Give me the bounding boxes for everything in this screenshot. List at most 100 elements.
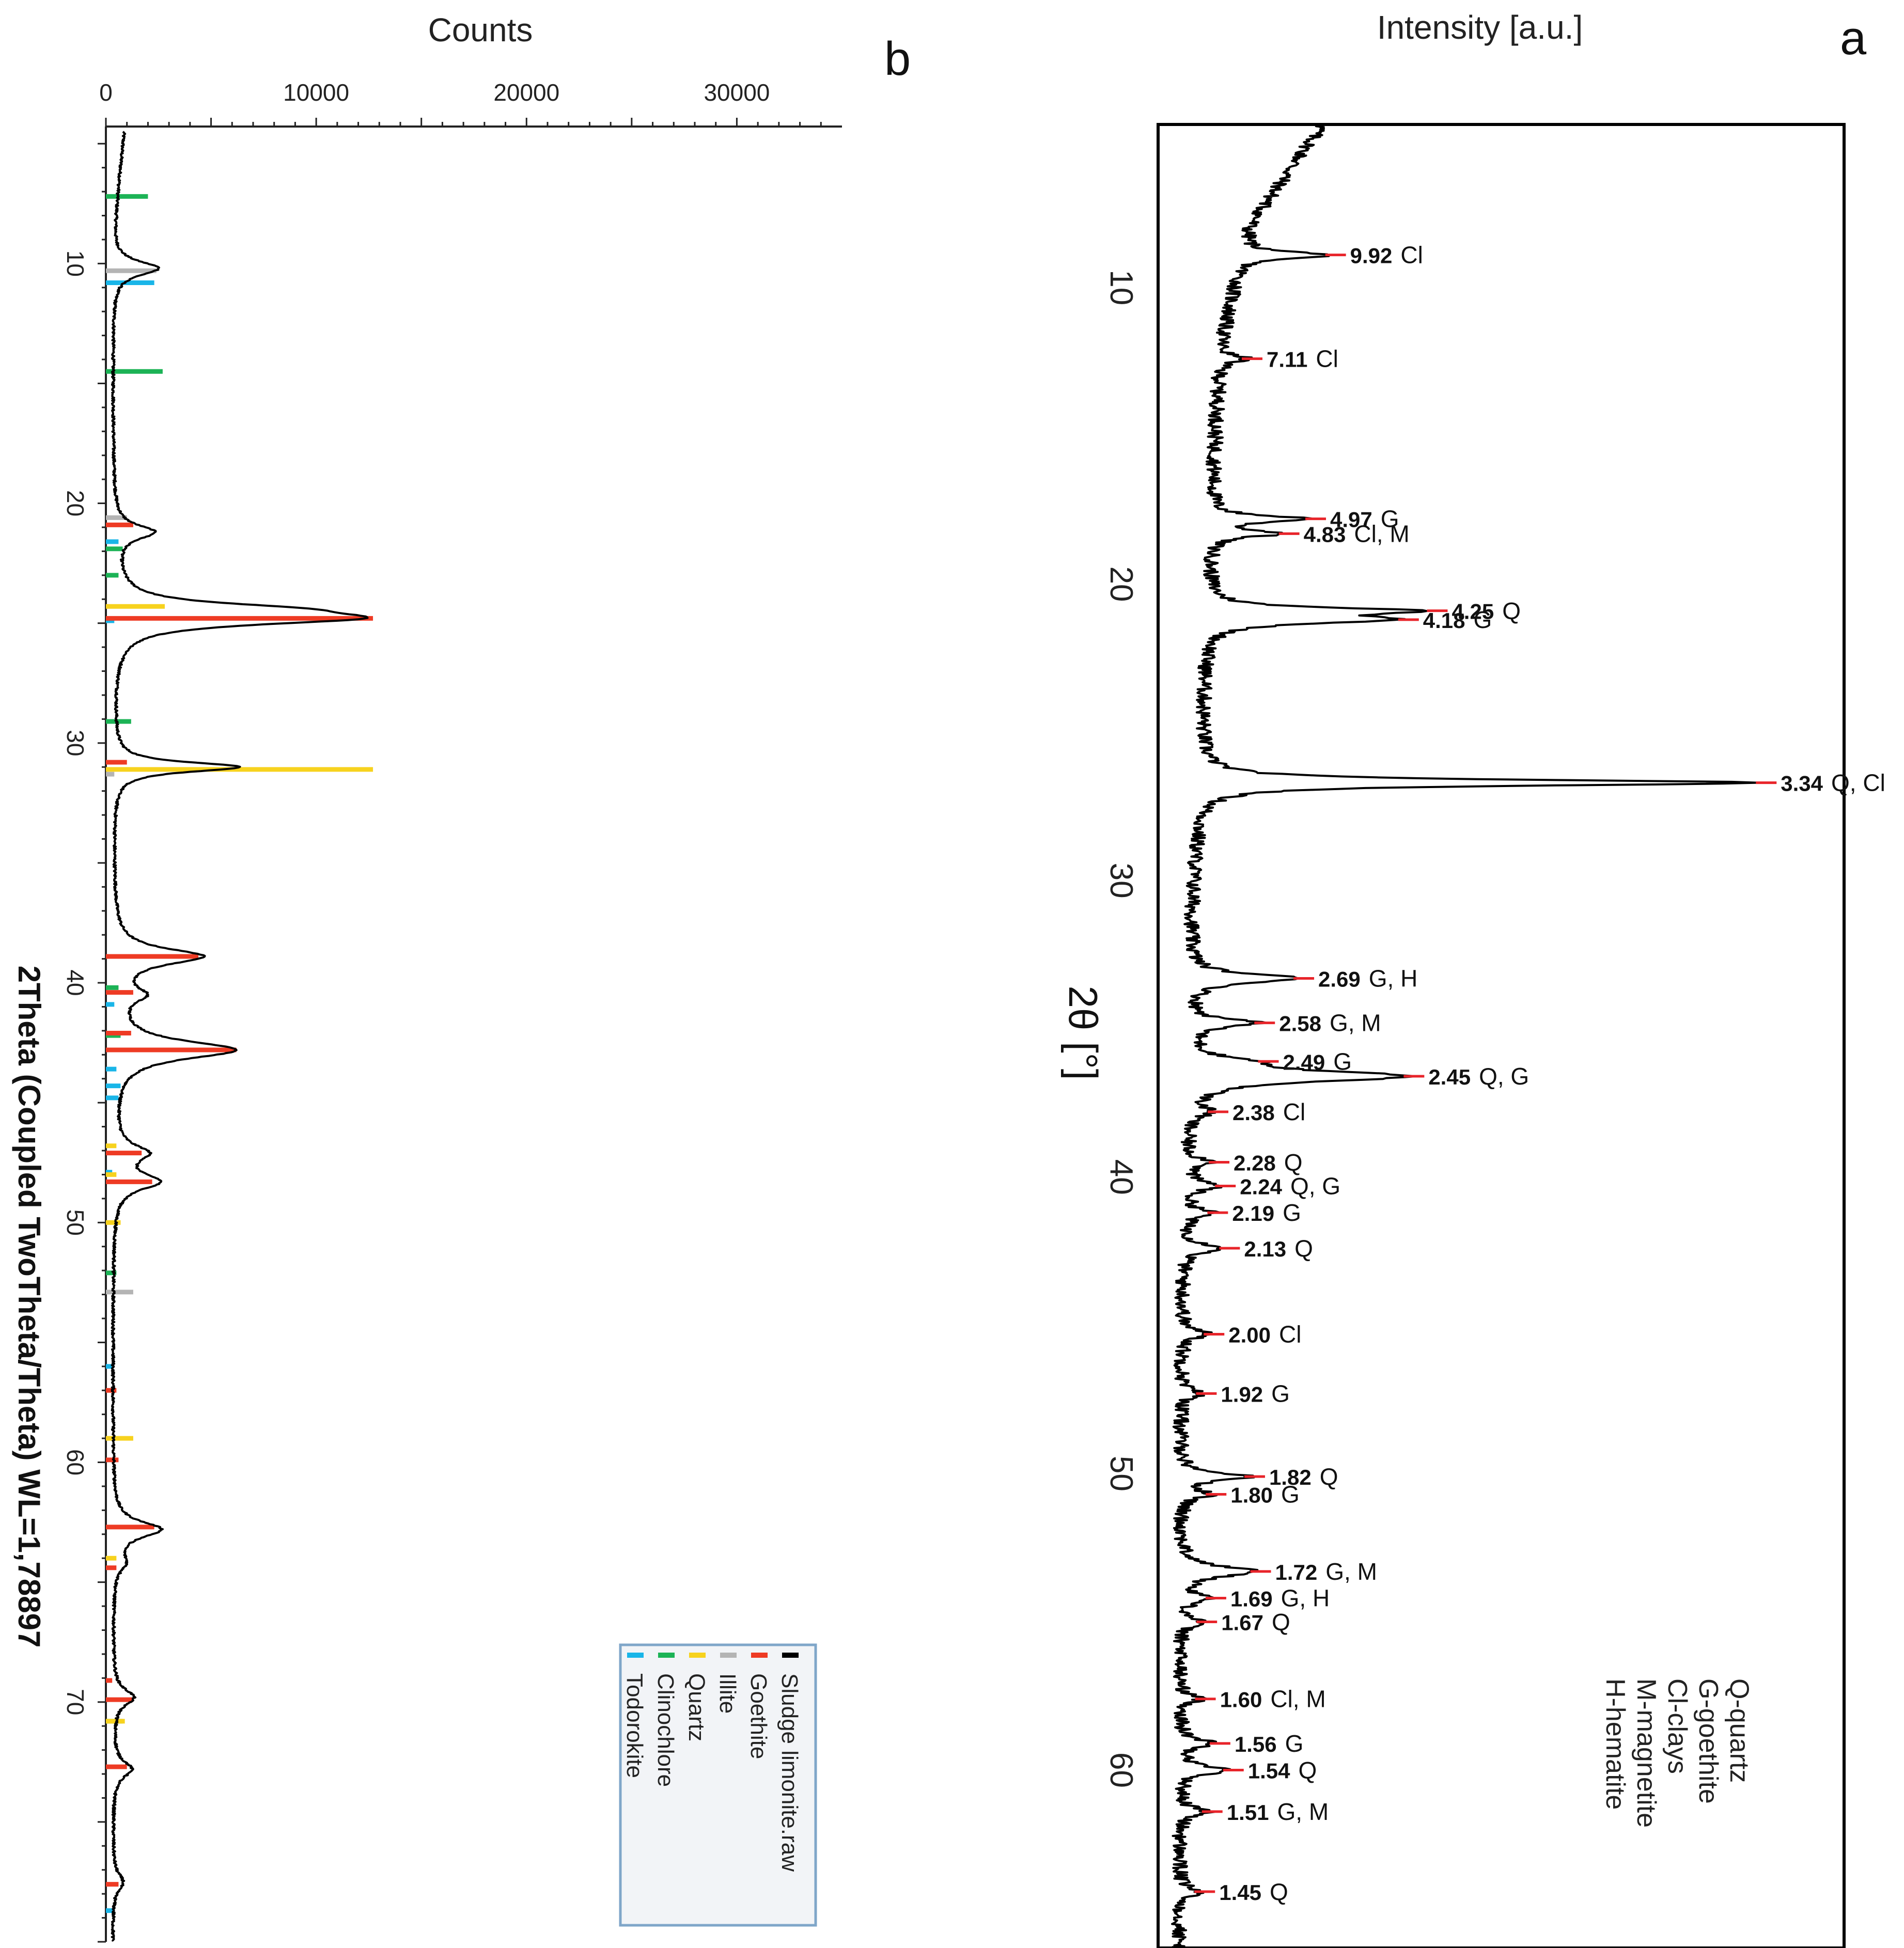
theta-tick-label: 70 — [62, 1689, 89, 1715]
peak-d-spacing: 9.92 — [1350, 244, 1393, 268]
peak-phase: G — [1285, 1730, 1304, 1757]
peak-label: 1.92 G — [1221, 1380, 1290, 1407]
peak-d-spacing: 1.82 — [1269, 1465, 1312, 1489]
phase-legend-item: G-goethite — [1693, 1678, 1723, 1804]
peak-d-spacing: 1.56 — [1235, 1732, 1277, 1756]
peak-d-spacing: 1.92 — [1221, 1382, 1263, 1406]
peak-d-spacing: 1.60 — [1220, 1688, 1262, 1712]
peak-d-spacing: 2.00 — [1228, 1323, 1271, 1347]
peak-label: 9.92 Cl — [1350, 242, 1423, 269]
peak-d-spacing: 2.49 — [1283, 1050, 1325, 1074]
peak-label: 2.58 G, M — [1279, 1010, 1381, 1036]
peak-d-spacing: 2.58 — [1279, 1012, 1321, 1036]
theta-tick-label: 20 — [62, 490, 89, 516]
peak-d-spacing: 4.83 — [1304, 522, 1346, 546]
panel-b-theta-axis: 10 20 30 40 50 60 70 — [62, 127, 107, 1943]
panel-a: Intensity [a.u.] 10 20 30 40 50 60 2θ [°] 9.9… — [1060, 9, 1885, 1948]
legend-label: Todorokite — [622, 1673, 647, 1778]
peak-label: 2.49 G — [1283, 1048, 1352, 1075]
peak-label: 1.69 G, H — [1230, 1585, 1330, 1612]
peak-label: 2.28 Q — [1234, 1149, 1303, 1176]
peak-label: 2.24 Q, G — [1240, 1172, 1340, 1199]
peak-label: 4.83 Cl, M — [1304, 520, 1410, 547]
peak-d-spacing: 2.28 — [1234, 1151, 1276, 1175]
theta-tick-label: 10 — [1103, 270, 1139, 305]
legend-label: Clinochlore — [653, 1673, 678, 1787]
peak-phase: Q — [1270, 1878, 1288, 1905]
panel-a-phase-legend: Q-quartzG-goethiteCl-claysM-magnetiteH-h… — [1600, 1678, 1754, 1828]
peak-d-spacing: 2.19 — [1232, 1201, 1274, 1226]
legend-label: Sludge limonite.raw — [777, 1673, 802, 1872]
legend-label: Quartz — [684, 1673, 709, 1741]
peak-phase: Q, Cl — [1831, 769, 1885, 796]
peak-d-spacing: 4.97 — [1330, 508, 1372, 532]
peak-d-spacing: 2.38 — [1232, 1101, 1275, 1125]
theta-tick-label: 60 — [62, 1449, 89, 1475]
peak-d-spacing: 2.69 — [1318, 967, 1361, 992]
peak-d-spacing: 3.34 — [1781, 772, 1823, 796]
peak-phase: Q — [1320, 1463, 1338, 1490]
peak-label: 1.51 G, M — [1227, 1798, 1329, 1825]
peak-label: 2.45 Q, G — [1428, 1063, 1529, 1090]
panel-a-frame — [1157, 123, 1846, 1948]
peak-label: 1.67 Q — [1221, 1608, 1290, 1635]
peak-label: 2.00 Cl — [1228, 1321, 1301, 1348]
peak-label: 1.45 Q — [1219, 1878, 1288, 1905]
peak-phase: Cl — [1316, 345, 1338, 372]
peak-phase: G — [1283, 1199, 1301, 1226]
peak-phase: G, H — [1281, 1585, 1330, 1612]
panel-b: Counts 0 10000 20000 30000 10 20 30 40 50 60 70 2… — [12, 11, 842, 1943]
panel-a-peak-labels: 9.92 Cl 7.11 Cl 4.97 G 4.83 Cl, M 4.25 Q 4.18 G 3.34… — [1219, 242, 1885, 1905]
peak-d-spacing: 7.11 — [1267, 348, 1307, 372]
peak-d-spacing: 4.25 — [1452, 600, 1494, 624]
peak-d-spacing: 1.51 — [1227, 1800, 1269, 1825]
peak-phase: Q — [1294, 1235, 1313, 1262]
peak-phase: Q — [1502, 598, 1521, 624]
peak-d-spacing: 2.45 — [1428, 1065, 1471, 1089]
peak-d-spacing: 2.24 — [1240, 1174, 1282, 1199]
peak-phase: Q — [1272, 1608, 1290, 1635]
peak-label: 4.97 G — [1330, 506, 1399, 532]
peak-d-spacing: 1.45 — [1219, 1880, 1261, 1905]
panel-a-letter: a — [1840, 12, 1867, 65]
panel-b-letter: b — [884, 33, 911, 85]
peak-d-spacing: 1.54 — [1248, 1759, 1290, 1783]
peak-phase: G — [1333, 1048, 1352, 1075]
peak-phase: Cl, M — [1270, 1686, 1325, 1713]
theta-tick-label: 20 — [1103, 566, 1139, 602]
panel-b-raw-pattern — [111, 131, 369, 1942]
theta-tick-label: 40 — [62, 969, 89, 996]
peak-phase: G, H — [1369, 965, 1418, 992]
peak-label: 4.25 Q — [1452, 598, 1521, 624]
peak-phase: G — [1281, 1481, 1300, 1508]
peak-phase: Q — [1284, 1149, 1303, 1176]
peak-phase: Cl — [1283, 1098, 1305, 1125]
peak-phase: Cl, M — [1354, 520, 1409, 547]
peak-phase: G — [1271, 1380, 1290, 1407]
panel-a-pattern — [1171, 123, 1759, 1948]
peak-label: 2.13 Q — [1244, 1235, 1313, 1262]
peak-d-spacing: 1.67 — [1221, 1610, 1263, 1635]
peak-label: 1.54 Q — [1248, 1757, 1317, 1784]
peak-label: 1.80 G — [1230, 1481, 1300, 1508]
theta-tick-label: 30 — [62, 730, 89, 756]
legend-box — [619, 1643, 817, 1927]
peak-d-spacing: 1.69 — [1230, 1587, 1273, 1611]
peak-label: 1.60 Cl, M — [1220, 1686, 1326, 1713]
theta-tick-label: 10 — [62, 250, 89, 277]
phase-legend-item: Cl-clays — [1662, 1678, 1692, 1774]
theta-tick-label: 60 — [1103, 1752, 1139, 1788]
peak-label: 2.38 Cl — [1232, 1098, 1305, 1125]
count-tick-label: 20000 — [493, 79, 559, 106]
phase-legend-item: H-hematite — [1600, 1678, 1630, 1810]
panel-a-theta-axis: 10 20 30 40 50 60 — [1103, 270, 1139, 1788]
count-tick-label: 10000 — [283, 79, 349, 106]
theta-tick-label: 50 — [1103, 1456, 1139, 1491]
peak-phase: G — [1381, 506, 1399, 532]
panel-b-reference-sticks — [106, 194, 373, 1913]
peak-label: 1.82 Q — [1269, 1463, 1338, 1490]
peak-phase: Cl — [1279, 1321, 1301, 1348]
legend-label: Illite — [715, 1673, 740, 1714]
theta-tick-label: 50 — [62, 1209, 89, 1236]
peak-label: 2.19 G — [1232, 1199, 1301, 1226]
